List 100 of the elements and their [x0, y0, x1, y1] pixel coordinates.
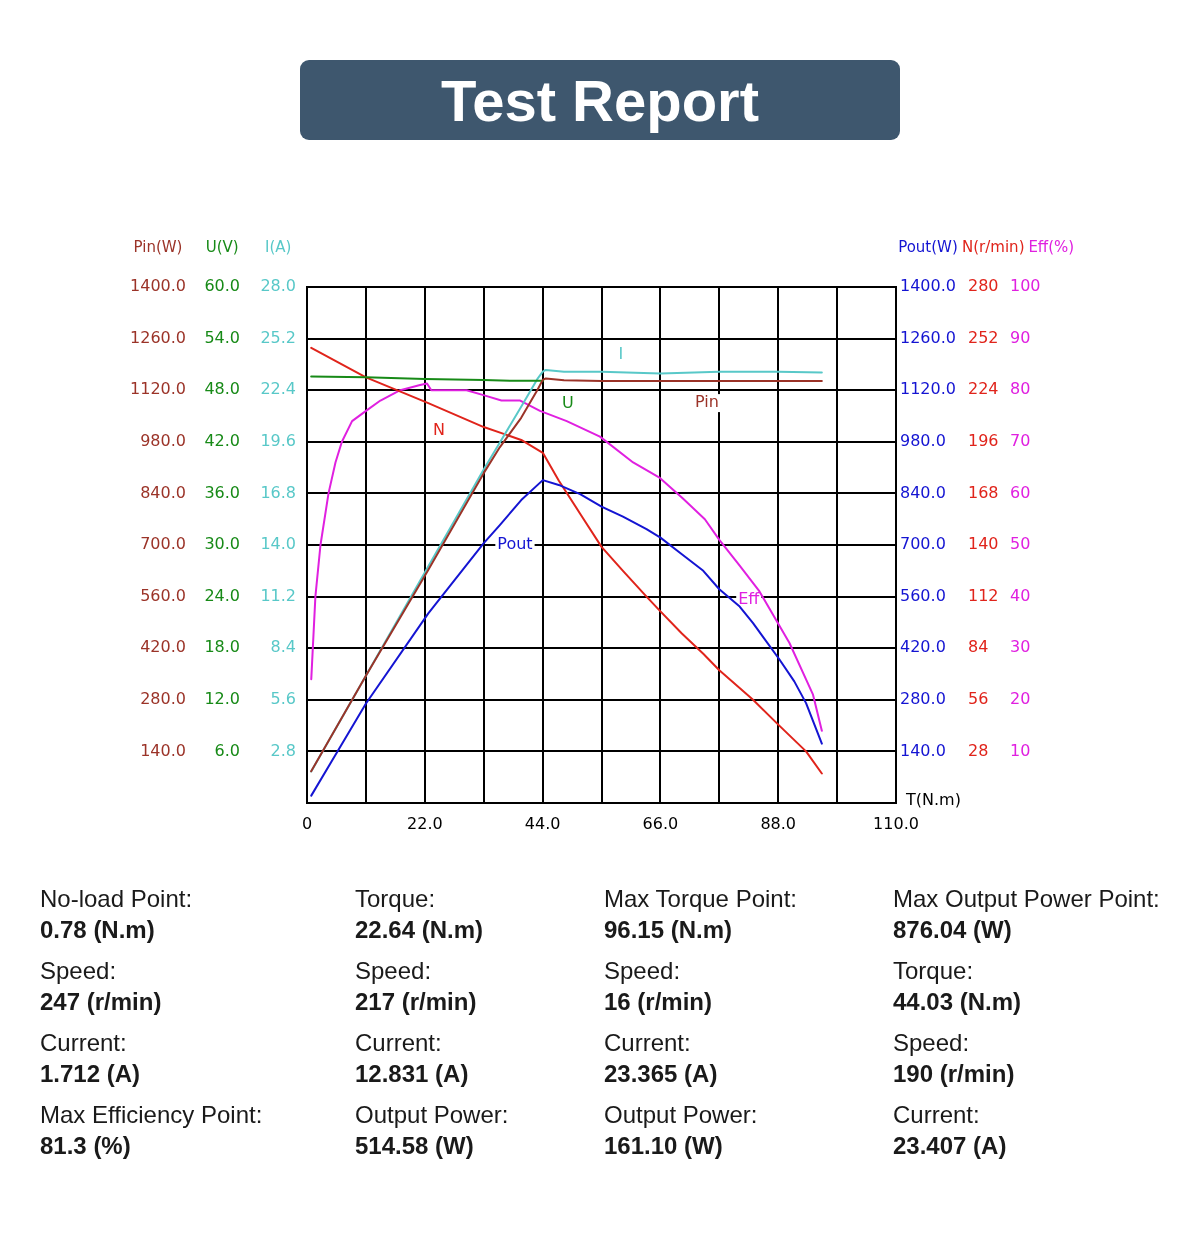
y2-axis-title: N(r/min): [962, 237, 1025, 256]
y2-tick-label: 54.0: [204, 327, 240, 347]
x-tick-label: 88.0: [760, 813, 797, 833]
y-tick-label: 1120.0: [130, 379, 186, 399]
y-axis-title: Pout(W): [898, 237, 958, 256]
x-axis-title: T(N.m): [905, 790, 961, 810]
y2-tick-label: 252: [968, 327, 999, 347]
y-tick-label: 420.0: [140, 637, 186, 657]
y2-tick-label: 6.0: [214, 740, 240, 760]
y3-tick-label: 16.8: [260, 482, 296, 502]
y-tick-label: 1400.0: [130, 276, 186, 296]
y-tick-label: 1400.0: [900, 276, 956, 296]
x-tick-label: 22.0: [407, 813, 443, 833]
y3-tick-label: 2.8: [270, 740, 296, 760]
y-tick-label: 1260.0: [130, 327, 186, 347]
text: 217 (r/min): [355, 988, 477, 1016]
text: Torque:: [893, 957, 974, 985]
y3-tick-label: 28.0: [260, 276, 296, 296]
y2-tick-label: 24.0: [204, 585, 240, 605]
y-axis-title: Pin(W): [133, 237, 183, 256]
text: Output Power:: [604, 1101, 758, 1129]
text: Current:: [604, 1029, 691, 1057]
y-tick-label: 140.0: [140, 740, 186, 760]
y3-tick-label: 20: [1010, 688, 1031, 708]
x-tick-label: 44.0: [524, 813, 561, 833]
y3-tick-label: 8.4: [270, 637, 296, 657]
y3-tick-label: 50: [1010, 534, 1031, 554]
text: No-load Point:: [40, 885, 193, 913]
y2-tick-label: 280: [968, 276, 999, 296]
y-tick-label: 420.0: [900, 637, 946, 657]
series-label: I: [618, 344, 624, 364]
series-label: Pout: [497, 534, 533, 554]
series-label: Pin: [694, 392, 719, 412]
y-tick-label: 840.0: [900, 482, 946, 502]
y-tick-label: 980.0: [140, 430, 186, 450]
y3-tick-label: 5.6: [270, 688, 296, 708]
y2-tick-label: 30.0: [204, 534, 240, 554]
y3-tick-label: 90: [1010, 327, 1031, 347]
y2-tick-label: 36.0: [204, 482, 240, 502]
y-tick-label: 840.0: [140, 482, 186, 502]
y3-tick-label: 60: [1010, 482, 1031, 502]
y-tick-label: 980.0: [900, 430, 946, 450]
y3-tick-label: 100: [1010, 276, 1041, 296]
text: 161.10 (W): [604, 1132, 723, 1160]
y2-tick-label: 168: [968, 482, 999, 502]
y2-tick-label: 140: [968, 534, 999, 554]
text: Output Power:: [355, 1101, 509, 1129]
series-label: N: [433, 420, 445, 440]
y-tick-label: 280.0: [140, 688, 186, 708]
y2-axis-title: U(V): [205, 237, 239, 256]
y3-tick-label: 40: [1010, 585, 1031, 605]
y2-tick-label: 56: [968, 688, 989, 708]
chart-title: Test Report: [300, 60, 900, 140]
y-tick-label: 1260.0: [900, 327, 956, 347]
y-tick-label: 140.0: [900, 740, 946, 760]
text: 23.365 (A): [604, 1060, 718, 1088]
y2-tick-label: 112: [968, 585, 999, 605]
text: 247 (r/min): [40, 988, 162, 1016]
y3-tick-label: 30: [1010, 637, 1031, 657]
x-tick-label: 66.0: [642, 813, 679, 833]
text: 514.58 (W): [355, 1132, 474, 1160]
text: Max Efficiency Point:: [40, 1101, 263, 1129]
text: Current:: [355, 1029, 442, 1057]
y3-axis-title: Eff(%): [1028, 237, 1075, 256]
y-tick-label: 700.0: [900, 534, 946, 554]
y3-tick-label: 10: [1010, 740, 1031, 760]
text: 96.15 (N.m): [604, 916, 733, 944]
text: Speed:: [355, 957, 432, 985]
x-tick-label: 110.0: [873, 813, 919, 833]
series-label: Eff: [738, 589, 761, 609]
y-tick-label: 700.0: [140, 534, 186, 554]
text: 190 (r/min): [893, 1060, 1015, 1088]
y2-tick-label: 12.0: [204, 688, 240, 708]
y3-axis-title: I(A): [264, 237, 292, 256]
y3-tick-label: 22.4: [260, 379, 296, 399]
y2-tick-label: 196: [968, 430, 999, 450]
y2-tick-label: 84: [968, 637, 989, 657]
text: 1.712 (A): [40, 1060, 141, 1088]
text: Max Torque Point:: [604, 885, 797, 913]
y2-tick-label: 60.0: [204, 276, 240, 296]
text: 0.78 (N.m): [40, 916, 155, 944]
y3-tick-label: 25.2: [260, 327, 296, 347]
y2-tick-label: 48.0: [204, 379, 240, 399]
y-tick-label: 1120.0: [900, 379, 956, 399]
y-tick-label: 560.0: [140, 585, 186, 605]
text: Current:: [893, 1101, 980, 1129]
text: 876.04 (W): [893, 916, 1012, 944]
y2-tick-label: 224: [968, 379, 999, 399]
text: 81.3 (%): [40, 1132, 131, 1160]
x-tick-label: 0: [302, 813, 313, 833]
text: Max Output Power Point:: [893, 885, 1160, 913]
y3-tick-label: 11.2: [260, 585, 296, 605]
y3-tick-label: 70: [1010, 430, 1031, 450]
y2-tick-label: 42.0: [204, 430, 240, 450]
text: Torque:: [355, 885, 436, 913]
y2-tick-label: 18.0: [204, 637, 240, 657]
y3-tick-label: 14.0: [260, 534, 296, 554]
text: 16 (r/min): [604, 988, 713, 1016]
series-label: U: [562, 393, 574, 413]
y2-tick-label: 28: [968, 740, 989, 760]
